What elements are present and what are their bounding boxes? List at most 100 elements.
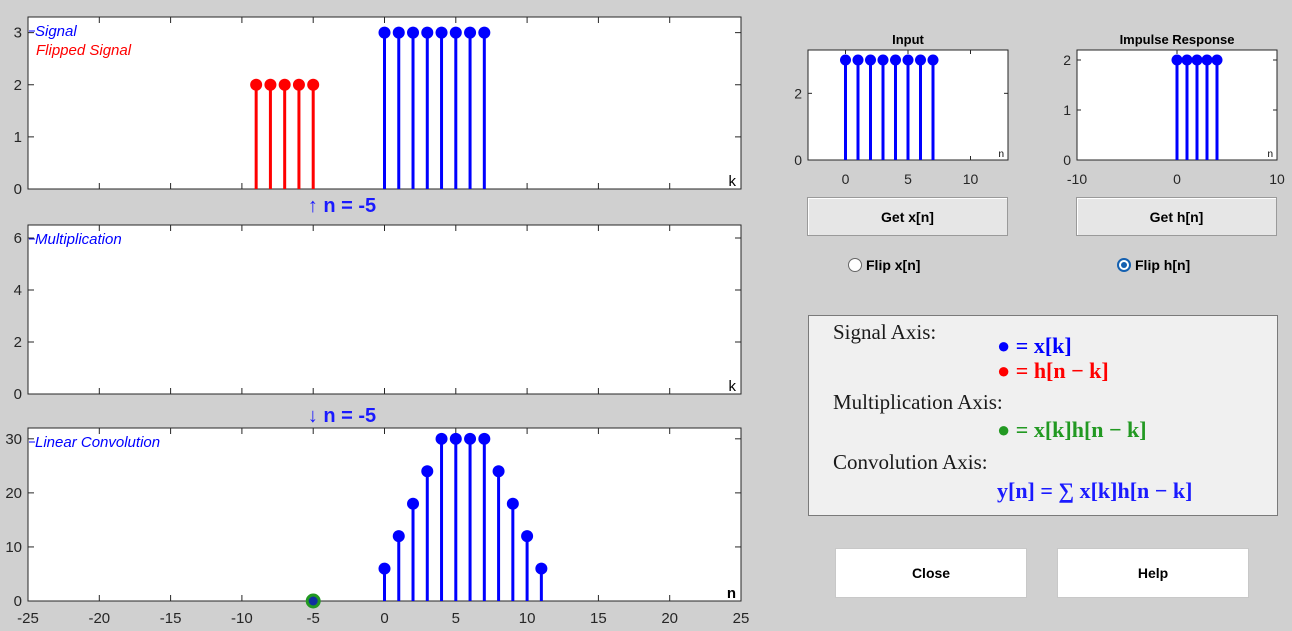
convolution-stem-marker	[392, 530, 405, 543]
convolution-ytick-label: 0	[14, 593, 22, 610]
signal-xlabel: k	[729, 173, 737, 190]
impulse-stem-marker	[1181, 54, 1193, 66]
input-stem-marker	[902, 54, 914, 66]
convolution-xtick-label: -15	[160, 610, 182, 627]
signal-stem-marker	[278, 78, 291, 91]
impulse-stem-marker	[1191, 54, 1203, 66]
input-stem-marker	[865, 54, 876, 66]
convolution-xtick-label: -5	[307, 610, 320, 627]
input-stem-marker	[927, 54, 939, 66]
impulse-ytick-label: 0	[1063, 152, 1071, 168]
convolution-xtick-label: 15	[590, 610, 607, 627]
convolution-stem-marker	[378, 562, 391, 575]
multiplication-legend-text: Multiplication	[35, 231, 122, 248]
signal-ytick-label: 3	[14, 25, 22, 42]
multiplication-xlabel: k	[729, 378, 737, 395]
flip-x-label: Flip x[n]	[866, 257, 921, 273]
input-xtick-label: 5	[904, 171, 912, 187]
impulse-xtick-label: 0	[1173, 171, 1181, 187]
input-stem-marker	[877, 54, 889, 66]
signal-ytick-label: 2	[14, 77, 22, 94]
signal-stem-marker	[378, 26, 391, 39]
convolution-stem-marker	[464, 432, 477, 445]
impulse-ytick-label: 2	[1063, 52, 1071, 68]
signal-h-legend: ● = h[n − k]	[997, 358, 1109, 383]
signal-ytick-label: 1	[14, 129, 22, 146]
n-index-label-bottom: ↓ n = -5	[308, 405, 376, 427]
convolution-xtick-label: 5	[452, 610, 460, 627]
input-ytick-label: 2	[794, 85, 802, 101]
multiplication-ytick-label: 6	[14, 230, 22, 247]
input-stem-marker	[890, 54, 901, 66]
signal-stem-marker	[250, 78, 263, 91]
input-xlabel: n	[998, 149, 1004, 160]
impulse-stem-marker	[1211, 54, 1223, 66]
convolution-axis-heading: Convolution Axis:	[833, 450, 988, 474]
convolution-xtick-label: 20	[661, 610, 678, 627]
n-index-label-top: ↑ n = -5	[308, 195, 376, 217]
signal-stem-marker	[292, 78, 305, 91]
multiplication-axes-box	[27, 224, 742, 395]
legend-panel: Signal Axis: ● = x[k] ● = h[n − k] Multi…	[808, 315, 1278, 516]
close-button[interactable]: Close	[835, 548, 1027, 598]
impulse-xtick-label: 10	[1269, 171, 1285, 187]
convolution-stem-marker	[506, 497, 519, 510]
convolution-xtick-label: -20	[88, 610, 110, 627]
signal-stem-marker	[478, 26, 491, 39]
convolution-ytick-label: 10	[5, 539, 22, 556]
input-stem-marker	[915, 54, 926, 66]
impulse-xtick-label: -10	[1067, 171, 1087, 187]
get-x-button[interactable]: Get x[n]	[807, 197, 1008, 236]
convolution-ytick-label: 30	[5, 431, 22, 448]
signal-stem-marker	[407, 26, 420, 39]
convolution-stem-marker	[521, 530, 534, 543]
signal-x-legend: ● = x[k]	[997, 333, 1072, 358]
get-h-button[interactable]: Get h[n]	[1076, 197, 1277, 236]
multiplication-axis-heading: Multiplication Axis:	[833, 390, 1003, 414]
signal-axis-heading: Signal Axis:	[833, 320, 937, 344]
signal-legend-text: Signal	[35, 23, 77, 40]
convolution-current-n-marker	[305, 593, 321, 609]
impulse-title: Impulse Response	[1120, 32, 1235, 47]
input-xtick-label: 0	[842, 171, 850, 187]
convolution-xtick-label: 25	[733, 610, 750, 627]
convolution-stem-marker	[478, 432, 491, 445]
input-stem-marker	[840, 54, 851, 66]
signal-legend-text: Flipped Signal	[36, 42, 132, 59]
impulse-xlabel: n	[1267, 149, 1273, 160]
convolution-ytick-label: 20	[5, 485, 22, 502]
flip-h-radio[interactable]: Flip h[n]	[1117, 257, 1190, 273]
impulse-stem-marker	[1171, 54, 1183, 66]
convolution-stem-marker	[407, 497, 420, 510]
signal-stem-marker	[421, 26, 434, 39]
help-button[interactable]: Help	[1057, 548, 1249, 598]
radio-checked-icon	[1117, 258, 1131, 272]
impulse-stem-marker	[1201, 54, 1213, 66]
convolution-stem-marker	[435, 432, 448, 445]
input-title: Input	[892, 32, 924, 47]
convolution-xtick-label: 0	[380, 610, 388, 627]
multiplication-ytick-label: 2	[14, 334, 22, 351]
convolution-stem-marker	[421, 465, 434, 478]
flip-x-radio[interactable]: Flip x[n]	[848, 257, 920, 273]
convolution-legend-text: Linear Convolution	[35, 434, 160, 451]
convolution-xtick-label: -10	[231, 610, 253, 627]
convolution-xtick-label: 10	[519, 610, 536, 627]
input-stem-marker	[852, 54, 864, 66]
convolution-xlabel: n	[727, 585, 736, 602]
signal-stem-marker	[435, 26, 448, 39]
flip-h-label: Flip h[n]	[1135, 257, 1191, 273]
impulse-ytick-label: 1	[1063, 102, 1071, 118]
convolution-stem-marker	[492, 465, 505, 478]
input-xtick-label: 10	[963, 171, 979, 187]
convolution-xtick-label: -25	[17, 610, 39, 627]
multiplication-legend: ● = x[k]h[n − k]	[997, 417, 1147, 442]
convolution-stem-marker	[535, 562, 548, 575]
signal-stem-marker	[464, 26, 477, 39]
convolution-stem-marker	[449, 432, 462, 445]
signal-stem-marker	[449, 26, 462, 39]
signal-ytick-label: 0	[14, 181, 22, 198]
signal-stem-marker	[307, 78, 320, 91]
signal-stem-marker	[392, 26, 405, 39]
